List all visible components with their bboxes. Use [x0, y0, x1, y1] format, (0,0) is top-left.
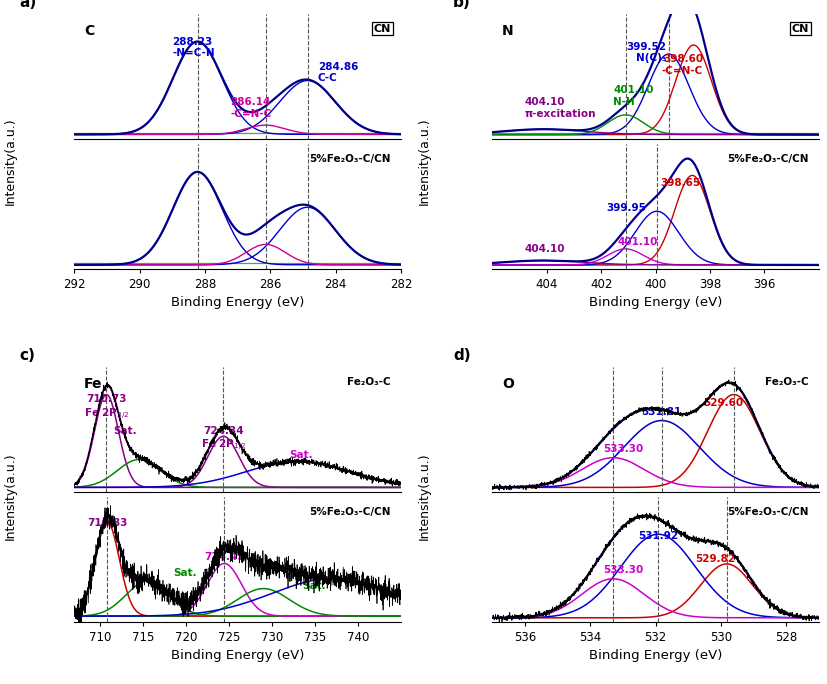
Text: 404.10: 404.10 — [525, 244, 566, 254]
X-axis label: Binding Energy (eV): Binding Energy (eV) — [171, 295, 304, 308]
Text: Intensity(a.u.): Intensity(a.u.) — [418, 117, 431, 205]
Text: a): a) — [19, 0, 36, 10]
Text: Fe₂O₃-C: Fe₂O₃-C — [347, 377, 391, 386]
Text: O: O — [502, 377, 514, 391]
Text: 5%Fe₂O₃-C/CN: 5%Fe₂O₃-C/CN — [309, 154, 391, 164]
X-axis label: Binding Energy (eV): Binding Energy (eV) — [589, 295, 722, 308]
Text: 531.81: 531.81 — [642, 407, 681, 417]
Text: 401.10
N-H: 401.10 N-H — [614, 86, 653, 107]
Text: 529.60: 529.60 — [704, 397, 743, 408]
Text: Fe 2P$_{1/2}$: Fe 2P$_{1/2}$ — [201, 438, 246, 453]
Text: 5%Fe₂O₃-C/CN: 5%Fe₂O₃-C/CN — [728, 507, 809, 517]
Text: 401.10: 401.10 — [618, 237, 657, 248]
Text: Intensity(a.u.): Intensity(a.u.) — [418, 452, 431, 540]
X-axis label: Binding Energy (eV): Binding Energy (eV) — [589, 648, 722, 661]
Text: Sat.: Sat. — [173, 568, 197, 578]
Text: 284.86
C-C: 284.86 C-C — [318, 62, 358, 83]
Text: 533.30: 533.30 — [603, 444, 643, 454]
Text: Sat.: Sat. — [302, 581, 326, 590]
Text: 724.34: 724.34 — [203, 425, 244, 436]
Text: Intensity(a.u.): Intensity(a.u.) — [4, 452, 17, 540]
Text: Sat.: Sat. — [113, 425, 136, 436]
Text: Sat.: Sat. — [289, 449, 313, 460]
Text: c): c) — [19, 348, 35, 363]
Text: CN: CN — [791, 24, 809, 34]
Text: Intensity(a.u.): Intensity(a.u.) — [4, 117, 17, 205]
Text: 531.92: 531.92 — [638, 531, 678, 541]
Text: 710.73: 710.73 — [86, 394, 127, 404]
X-axis label: Binding Energy (eV): Binding Energy (eV) — [171, 648, 304, 661]
Text: 288.23
-N=C-N: 288.23 -N=C-N — [172, 37, 215, 58]
Text: 404.10
π-excitation: 404.10 π-excitation — [525, 97, 596, 118]
Text: Fe: Fe — [84, 377, 103, 391]
Text: 529.82: 529.82 — [696, 554, 735, 564]
Text: CN: CN — [374, 24, 391, 34]
Text: b): b) — [453, 0, 471, 10]
Text: 533.30: 533.30 — [603, 565, 643, 575]
Text: Fe₂O₃-C: Fe₂O₃-C — [765, 377, 809, 386]
Text: 399.95: 399.95 — [606, 203, 646, 213]
Text: Fe 2P$_{3/2}$: Fe 2P$_{3/2}$ — [84, 406, 129, 421]
Text: 398.60
-C=N-C: 398.60 -C=N-C — [662, 54, 703, 76]
Text: 5%Fe₂O₃-C/CN: 5%Fe₂O₃-C/CN — [728, 154, 809, 164]
Text: 398.65: 398.65 — [660, 178, 700, 188]
Text: 286.14
-C=N-C: 286.14 -C=N-C — [230, 97, 271, 118]
Text: 724.45: 724.45 — [204, 552, 245, 562]
Text: C: C — [84, 24, 94, 38]
Text: d): d) — [453, 348, 471, 363]
Text: 399.52
N(C)₃: 399.52 N(C)₃ — [626, 42, 667, 63]
Text: 5%Fe₂O₃-C/CN: 5%Fe₂O₃-C/CN — [309, 507, 391, 517]
Text: 710.83: 710.83 — [87, 518, 127, 528]
Text: N: N — [502, 24, 514, 38]
